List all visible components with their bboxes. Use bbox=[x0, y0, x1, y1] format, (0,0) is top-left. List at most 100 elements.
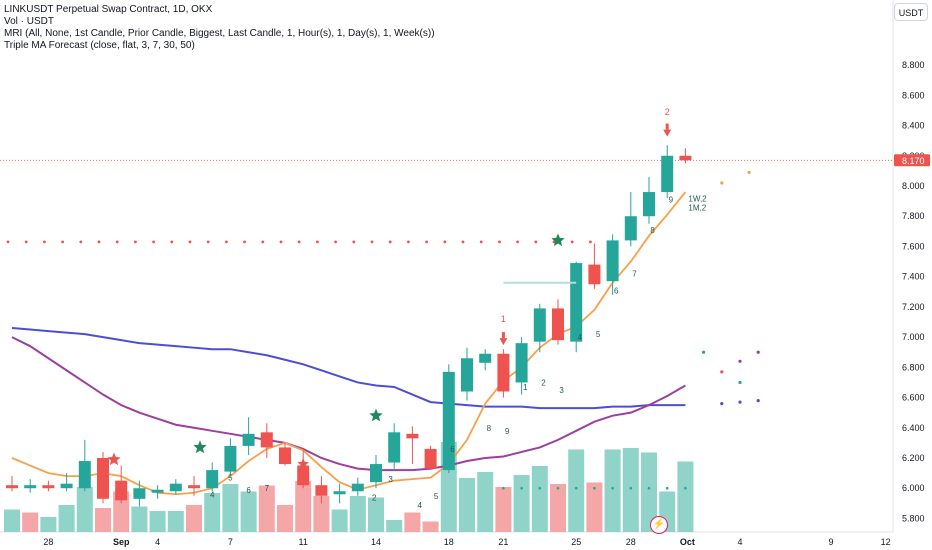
mri-indicator-title[interactable]: MRI (All, None, 1st Candle, Prior Candle… bbox=[4, 28, 435, 39]
resistance-dot bbox=[279, 240, 283, 244]
forecast-dot bbox=[756, 350, 760, 354]
candle-body bbox=[588, 264, 601, 285]
volume-bar bbox=[622, 448, 639, 532]
candle-body bbox=[351, 483, 364, 492]
currency-button[interactable]: USDT bbox=[894, 3, 928, 21]
forecast-dot bbox=[720, 181, 724, 185]
candle-body bbox=[406, 433, 419, 439]
candle-body bbox=[24, 485, 37, 489]
support-dot bbox=[684, 486, 687, 490]
price-tick-label: 7.800 bbox=[902, 211, 925, 221]
candle-body bbox=[643, 192, 655, 217]
down-arrow-icon bbox=[663, 129, 672, 137]
time-tick-label: 11 bbox=[299, 537, 308, 547]
time-tick-label: 18 bbox=[444, 537, 454, 547]
support-dot bbox=[520, 486, 523, 490]
signal-count-label: 1 bbox=[501, 314, 506, 324]
resistance-dot bbox=[152, 240, 156, 244]
candle-body bbox=[6, 485, 18, 489]
resistance-dot bbox=[24, 240, 28, 244]
price-tick-label: 7.200 bbox=[902, 302, 925, 312]
resistance-dot bbox=[461, 240, 465, 244]
support-dot bbox=[502, 486, 505, 490]
resistance-dot bbox=[425, 240, 428, 244]
resistance-dot bbox=[97, 240, 101, 244]
forecast-dot bbox=[747, 170, 751, 174]
volume-bar bbox=[513, 475, 530, 532]
volume-indicator-title[interactable]: Vol · USDT bbox=[4, 16, 55, 27]
star-marker-icon bbox=[107, 452, 121, 466]
sequence-count-label: 5 bbox=[596, 330, 601, 339]
triple-ma-indicator-title[interactable]: Triple MA Forecast (close, flat, 3, 7, 3… bbox=[4, 40, 195, 51]
resistance-dot bbox=[479, 240, 483, 244]
price-tick-label: 6.200 bbox=[902, 453, 925, 463]
volume-bar bbox=[4, 509, 20, 532]
support-dot bbox=[593, 486, 596, 490]
sequence-count-label: 3 bbox=[388, 475, 393, 484]
candle-body bbox=[78, 461, 91, 489]
forecast-dot bbox=[756, 398, 760, 403]
resistance-dot bbox=[407, 240, 410, 244]
time-tick-label: 4 bbox=[155, 537, 160, 547]
last-price-tag bbox=[894, 154, 930, 167]
forecast-dot bbox=[720, 402, 724, 406]
resistance-dot bbox=[297, 240, 301, 244]
sequence-count-label: 9 bbox=[669, 196, 674, 205]
ma-mid-line bbox=[11, 336, 686, 472]
forecast-dot bbox=[702, 350, 706, 354]
volume-bar bbox=[76, 487, 93, 532]
time-tick-label: 28 bbox=[626, 537, 636, 547]
volume-bar bbox=[677, 461, 694, 532]
resistance-dot bbox=[243, 240, 247, 244]
last-price-value: 8.170 bbox=[902, 156, 925, 166]
price-tick-label: 8.000 bbox=[902, 181, 925, 191]
sequence-count-label: 3 bbox=[559, 386, 564, 395]
candle-body bbox=[679, 155, 692, 161]
sequence-count-label: 7 bbox=[265, 484, 270, 493]
sequence-count-label: 5 bbox=[228, 474, 233, 483]
candle-body bbox=[370, 464, 382, 483]
time-tick-label: Oct bbox=[680, 537, 695, 547]
candle-body bbox=[552, 308, 564, 341]
symbol-title[interactable]: LINKUSDT Perpetual Swap Contract, 1D, OK… bbox=[4, 4, 213, 15]
volume-bar bbox=[422, 521, 439, 532]
price-tick-label: 6.600 bbox=[902, 393, 925, 403]
time-tick-label: 21 bbox=[498, 537, 508, 547]
resistance-dot bbox=[552, 240, 556, 244]
candle-body bbox=[206, 470, 219, 489]
candle-body bbox=[60, 483, 73, 489]
forecast-dot bbox=[738, 380, 742, 385]
volume-bar bbox=[349, 496, 366, 532]
resistance-dot bbox=[225, 240, 228, 244]
price-tick-label: 6.000 bbox=[902, 483, 925, 493]
candle-body bbox=[97, 458, 109, 499]
price-tick-label: 7.000 bbox=[902, 332, 925, 342]
resistance-dot bbox=[6, 240, 10, 244]
sequence-count-label: 7 bbox=[632, 270, 637, 279]
time-tick-label: 28 bbox=[43, 537, 53, 547]
price-tick-label: 7.400 bbox=[902, 272, 925, 282]
volume-bar bbox=[240, 491, 257, 532]
resistance-dot bbox=[334, 240, 337, 244]
time-tick-label: Sep bbox=[113, 537, 130, 547]
sequence-count-label: 5 bbox=[434, 492, 439, 501]
candle-body bbox=[42, 485, 55, 489]
volume-bar bbox=[295, 481, 312, 532]
volume-bar bbox=[58, 505, 75, 532]
resistance-dot bbox=[115, 240, 119, 244]
price-tick-label: 6.400 bbox=[902, 423, 925, 433]
sequence-count-label: 2 bbox=[372, 493, 377, 502]
star-marker-icon bbox=[551, 233, 565, 247]
volume-bar bbox=[550, 484, 566, 532]
resistance-dot bbox=[589, 240, 592, 244]
volume-bar bbox=[277, 505, 293, 532]
volume-bar bbox=[22, 512, 39, 532]
candle-body bbox=[533, 308, 546, 342]
forecast-dot bbox=[738, 400, 742, 404]
star-marker-icon bbox=[297, 458, 309, 469]
volume-bar bbox=[586, 482, 603, 532]
lightning-icon[interactable]: ⚡ bbox=[650, 516, 668, 534]
candle-body bbox=[570, 263, 583, 342]
resistance-dot bbox=[516, 240, 519, 244]
